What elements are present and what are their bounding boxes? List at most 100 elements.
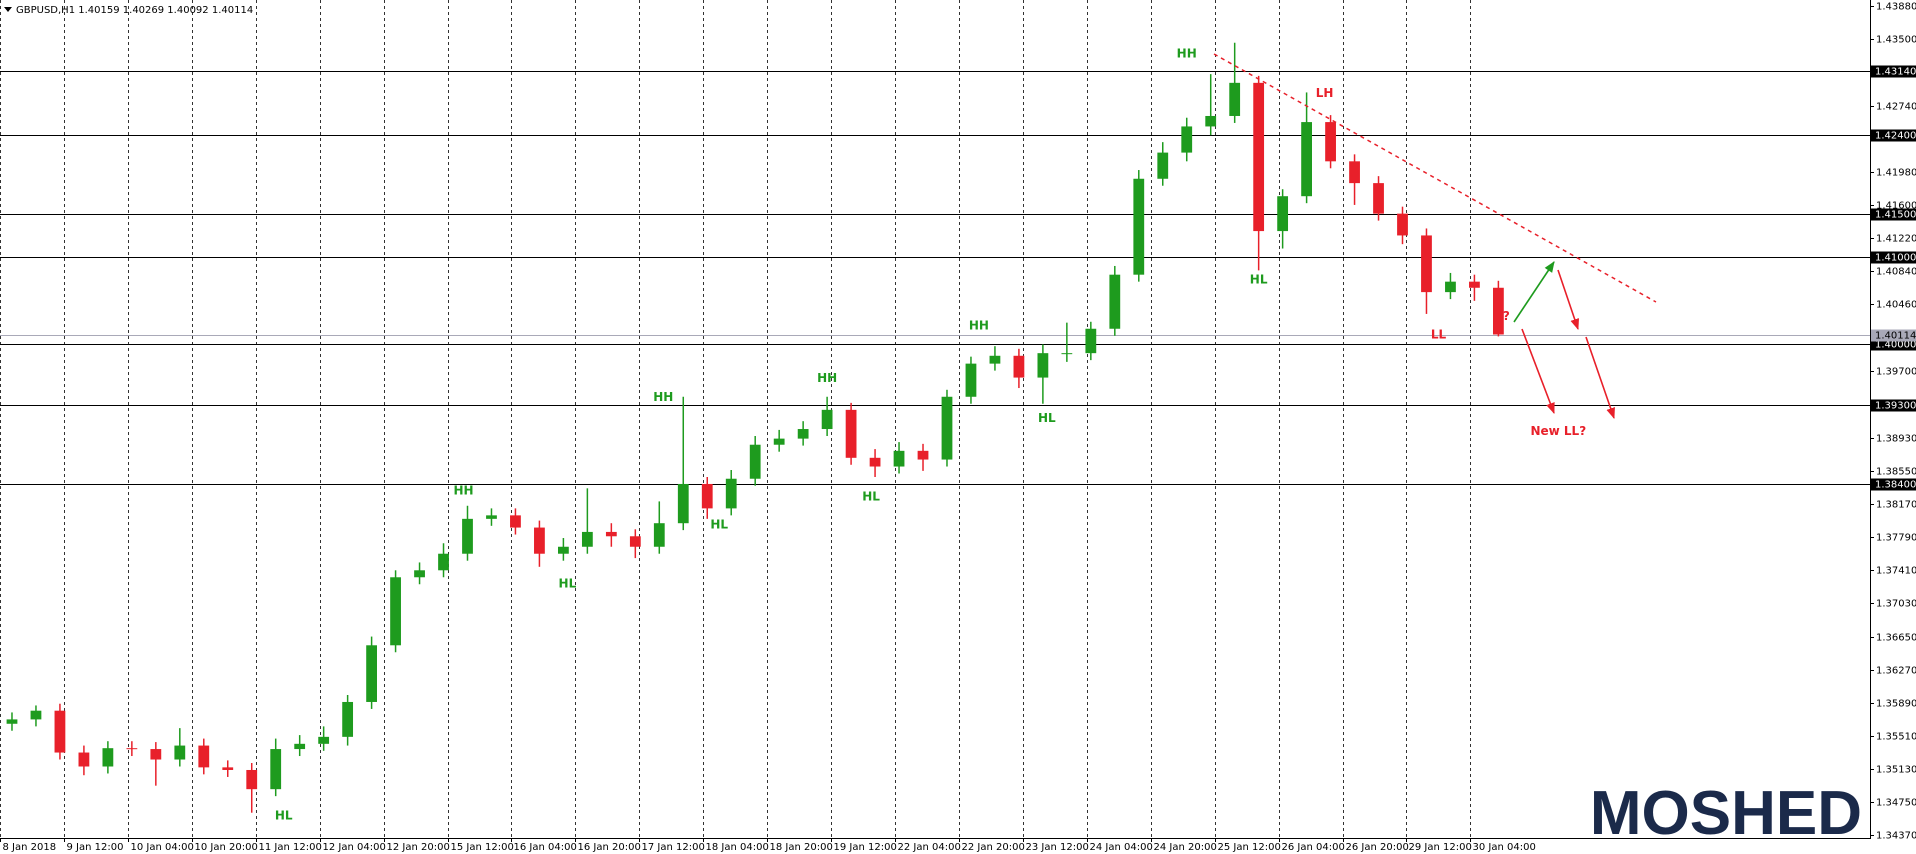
annotation-layer: HH LH HL LL? New LL? HH HL HH HL HH HL HH HL HL [275, 47, 1586, 823]
y-tick-label: 1.37790 [1876, 533, 1916, 544]
candle-body [558, 546, 569, 554]
annotation: HL [862, 490, 880, 504]
trend-line [1213, 53, 1657, 303]
y-tick-label: 1.40460 [1876, 300, 1916, 311]
level-line-box [1871, 478, 1916, 491]
candle-body [438, 553, 449, 571]
candle-body [893, 450, 905, 467]
x-tick-label: 30 Jan 04:00 [1473, 842, 1536, 853]
candle-body [390, 577, 401, 646]
y-tick-label: 1.38550 [1876, 467, 1916, 478]
y-tick-label: 1.34370 [1876, 831, 1916, 842]
y-tick-label: 1.41980 [1876, 168, 1916, 179]
candle-body [6, 719, 18, 724]
x-tick-label: 24 Jan 20:00 [1154, 842, 1217, 853]
candle-body [1301, 122, 1312, 197]
candle-body [150, 749, 162, 760]
annotation: New LL? [1530, 424, 1586, 438]
level-line-box [1871, 251, 1916, 264]
y-tick-label: 1.43880 [1876, 2, 1916, 13]
annotation: HL [710, 517, 728, 531]
x-tick-label: 26 Jan 20:00 [1346, 842, 1409, 853]
candle-body [102, 748, 114, 767]
x-tick-label: 11 Jan 12:00 [259, 842, 322, 853]
y-tick-label: 1.36270 [1876, 666, 1916, 677]
y-tick-label: 1.38170 [1876, 500, 1916, 511]
candle-body [1349, 161, 1360, 184]
candle-body [1229, 82, 1241, 116]
annotation: HL [275, 809, 293, 823]
annotation: HH [817, 371, 837, 385]
candle-body [1037, 353, 1049, 378]
annotation: LH [1316, 86, 1334, 100]
level-line-box [1871, 208, 1916, 221]
candle-body [54, 710, 66, 753]
x-tick-label: 18 Jan 04:00 [706, 842, 769, 853]
level-line-label: 1.39300 [1875, 401, 1916, 412]
candle-body [797, 429, 809, 439]
x-tick-label: 18 Jan 20:00 [770, 842, 833, 853]
y-tick-label: 1.43500 [1876, 35, 1916, 46]
level-line-label: 1.40000 [1875, 340, 1916, 351]
x-tick-label: 10 Jan 20:00 [195, 842, 258, 853]
x-tick-label: 9 Jan 12:00 [67, 842, 124, 853]
candle-body [605, 531, 617, 537]
arrow-down [1585, 336, 1615, 420]
y-tick-label: 1.37410 [1876, 566, 1916, 577]
candle-body [773, 438, 785, 445]
candle-body [869, 457, 881, 467]
candle-body [534, 527, 545, 554]
candle-body [653, 523, 665, 547]
annotation: HH [1177, 47, 1197, 61]
y-tick-label: 1.35890 [1876, 699, 1916, 710]
candle-body [1181, 126, 1193, 153]
candle-body [725, 478, 737, 509]
arrow-down [1521, 328, 1555, 415]
candle-body [581, 531, 593, 547]
candle-body [941, 396, 953, 460]
x-tick-label: 29 Jan 12:00 [1409, 842, 1472, 853]
candle-body [629, 536, 641, 547]
x-tick-label: 8 Jan 2018 [3, 842, 57, 853]
candle-body [1157, 152, 1169, 179]
last-price-line-box [1871, 329, 1916, 342]
grid-layer [0, 0, 1471, 838]
candle-body [1133, 178, 1145, 275]
level-line-label: 1.38400 [1875, 480, 1916, 491]
level-line-box [1871, 65, 1916, 78]
candle-body [989, 355, 1001, 364]
y-tick-label: 1.41600 [1876, 201, 1916, 212]
candle-body [1397, 213, 1408, 236]
candle-body [270, 749, 282, 790]
level-line-label: 1.41500 [1875, 210, 1916, 221]
drawings [1213, 53, 1657, 420]
y-tick-label: 1.37030 [1876, 599, 1916, 610]
y-tick-label: 1.39700 [1876, 367, 1916, 378]
candle-body [1421, 235, 1432, 293]
y-tick-label: 1.42740 [1876, 102, 1916, 113]
candle-body [1445, 281, 1456, 293]
annotation: HH [453, 483, 473, 497]
x-tick-label: 17 Jan 12:00 [642, 842, 705, 853]
chart-title: GBPUSD,H1 1.40159 1.40269 1.40092 1.4011… [16, 5, 253, 16]
candle-body [366, 645, 377, 702]
candle-body [510, 515, 521, 528]
level-line-box [1871, 129, 1916, 142]
annotation: HL [1038, 411, 1056, 425]
y-tick-label: 1.35130 [1876, 765, 1916, 776]
y-tick-label: 1.38930 [1876, 434, 1916, 445]
candle-body [1205, 115, 1217, 127]
y-tick-label: 1.41220 [1876, 234, 1916, 245]
candle-body [30, 710, 42, 720]
x-tick-label: 25 Jan 12:00 [1218, 842, 1281, 853]
arrow-down [1557, 269, 1580, 331]
annotation: ? [1503, 309, 1510, 323]
candle-body [701, 483, 713, 509]
x-tick-label: 16 Jan 04:00 [514, 842, 577, 853]
annotation: HH [653, 390, 673, 404]
candle-body [462, 518, 473, 554]
candle-body [318, 736, 330, 744]
level-layer [0, 71, 1870, 485]
y-tick-label: 1.40840 [1876, 267, 1916, 278]
